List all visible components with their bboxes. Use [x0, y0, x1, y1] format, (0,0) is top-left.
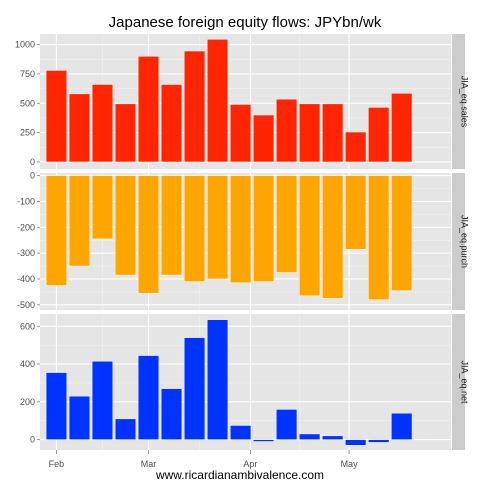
facet-panel-3: 0 200 400 600 JIA_eq.net [20, 314, 470, 450]
bar [252, 175, 275, 282]
y-tick-label: 200 [20, 397, 35, 407]
facet-strip-label: JIA_eq.sales [460, 76, 470, 128]
y-tick-label: 600 [20, 321, 35, 331]
bar [114, 418, 137, 440]
y-tick-label: -500 [17, 300, 35, 310]
bar [137, 355, 160, 440]
bar [391, 175, 413, 291]
bar [91, 360, 114, 440]
bar [160, 388, 183, 440]
y-tick-label: -400 [17, 274, 35, 284]
bar [45, 70, 68, 163]
bar [229, 425, 252, 440]
bar [68, 395, 91, 440]
bar [322, 103, 344, 163]
bar [345, 439, 367, 446]
y-tick-label: 0 [30, 435, 35, 445]
y-tick-label: -300 [17, 248, 35, 258]
bar [345, 175, 367, 250]
y-tick-label: 0 [30, 171, 35, 181]
y-tick-label: 500 [20, 98, 35, 108]
chart-title: Japanese foreign equity flows: JPYbn/wk [109, 14, 382, 31]
x-axis: Feb Mar Apr May [49, 450, 358, 469]
bar [229, 104, 252, 163]
x-tick-label: Apr [243, 459, 257, 469]
bar [391, 93, 413, 163]
bar [275, 409, 298, 440]
y-tick-label: 250 [20, 128, 35, 138]
bar [252, 114, 275, 163]
bar [368, 107, 390, 163]
bar [91, 175, 114, 240]
y-tick-label: 0 [30, 157, 35, 167]
bar [68, 93, 91, 163]
bar [368, 175, 390, 300]
y-tick-label: 750 [20, 69, 35, 79]
bar [183, 50, 206, 163]
bar [275, 98, 298, 163]
bar [275, 175, 298, 273]
facet-strip-label: JIA_eq.purch [460, 215, 470, 268]
bar [299, 433, 321, 440]
bar [114, 103, 137, 163]
bar [137, 175, 160, 294]
bar [160, 84, 183, 163]
y-tick-label: 400 [20, 359, 35, 369]
bar [68, 175, 91, 267]
facet-panel-1: 0 250 500 750 1000 JIA_eq.sales [15, 34, 470, 169]
x-axis-label: www.ricardianambivalence.com [155, 468, 324, 480]
bar [299, 175, 321, 297]
bar [183, 337, 206, 440]
x-tick-label: May [341, 459, 359, 469]
facet-panel-2: 0 -100 -200 -300 -400 -500 JIA_eq.purch [17, 171, 470, 310]
bar [160, 175, 183, 276]
bar [252, 439, 275, 442]
y-tick-label: 1000 [15, 40, 35, 50]
bar [391, 412, 413, 440]
bar [45, 372, 68, 440]
facet-strip [452, 314, 465, 450]
bar [206, 175, 229, 280]
facet-strip [452, 34, 465, 169]
bar [345, 131, 367, 163]
y-tick-label: -100 [17, 196, 35, 206]
x-tick-label: Feb [49, 459, 65, 469]
bar [229, 175, 252, 284]
facet-panels: 0 250 500 750 1000 JIA_eq.sales 0 -100 -200 -300 -… [15, 34, 470, 450]
bar [91, 84, 114, 163]
bar [299, 103, 321, 163]
facet-strip [452, 173, 465, 310]
bar [206, 39, 229, 163]
bar [137, 56, 160, 163]
bar [206, 319, 229, 440]
y-tick-label: -200 [17, 222, 35, 232]
bar [183, 175, 206, 282]
bar [368, 439, 390, 443]
bar [322, 435, 344, 440]
bar [322, 175, 344, 299]
bar [114, 175, 137, 276]
bar [45, 175, 68, 286]
facet-strip-label: JIA_eq.net [460, 360, 470, 404]
x-tick-label: Mar [141, 459, 157, 469]
